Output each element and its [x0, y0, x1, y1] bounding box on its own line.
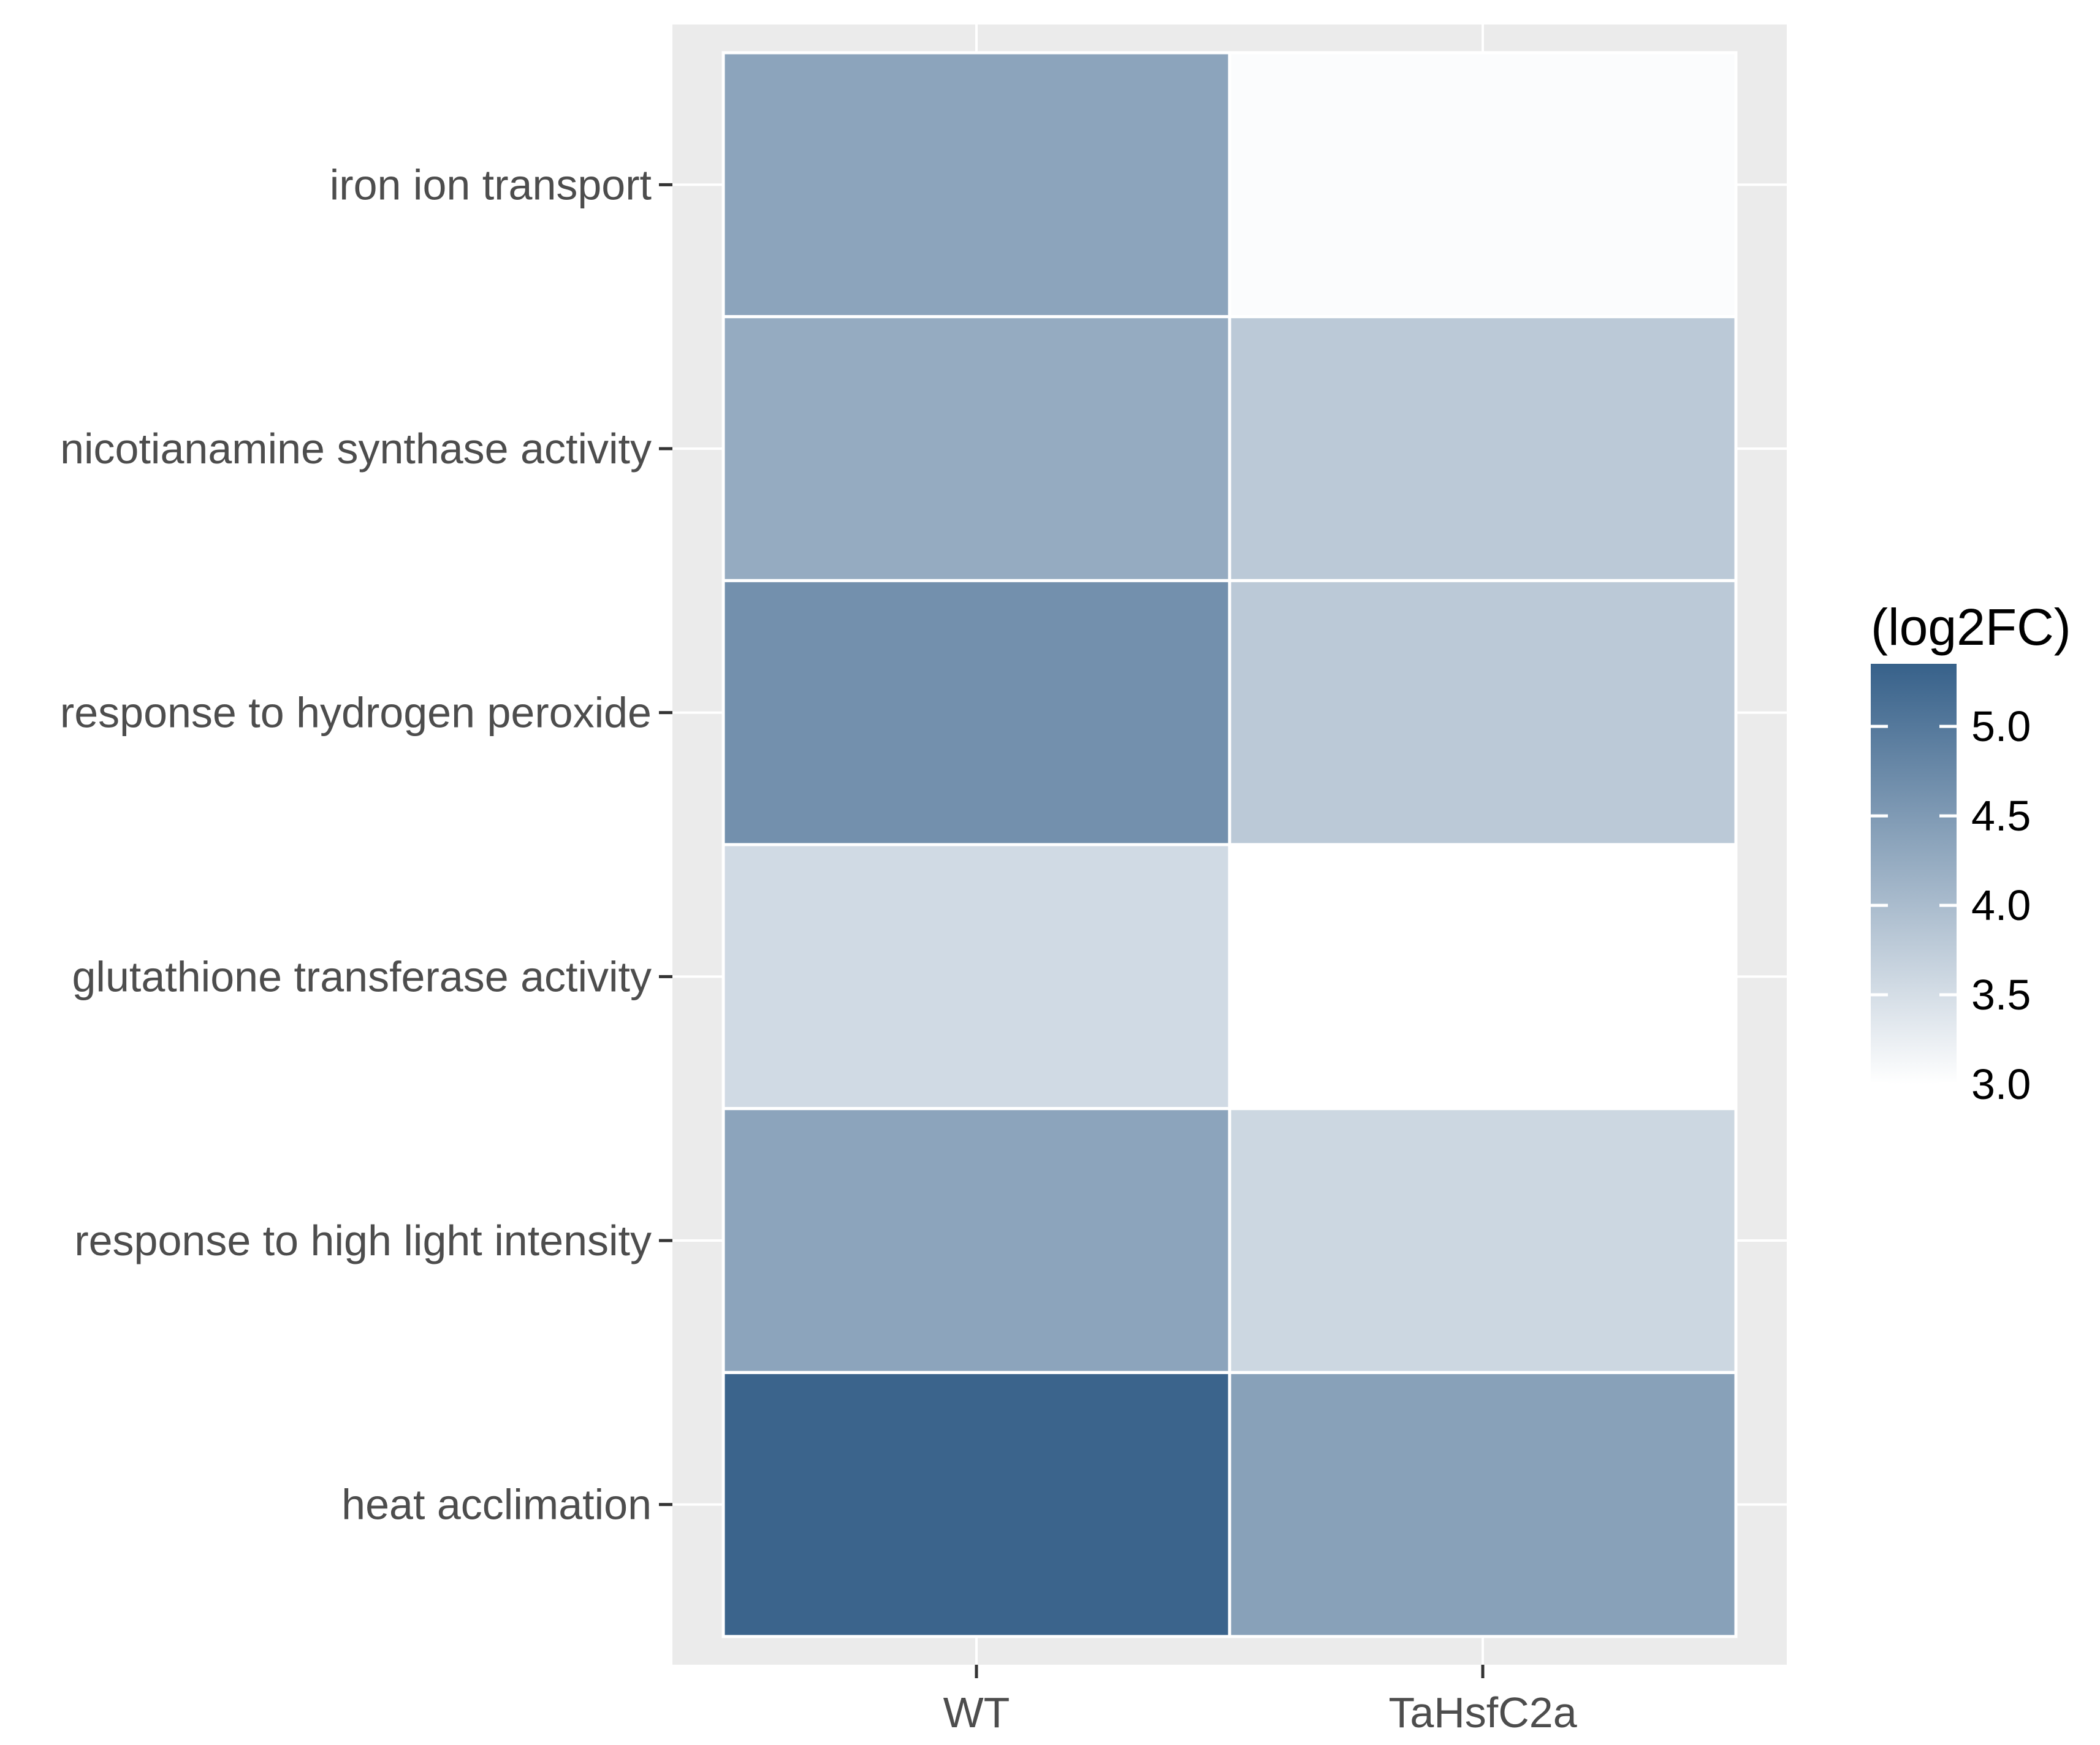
colorbar-legend: (log2FC) 5.0 4.5 4.0 3.5 3.0 — [1871, 598, 2071, 1108]
colorbar-ticks: 5.0 4.5 4.0 3.5 3.0 — [1871, 702, 2031, 1108]
heatmap-tile — [1228, 51, 1738, 319]
colorbar-tick-label: 4.0 — [1971, 881, 2031, 929]
heatmap-tile — [1228, 1107, 1738, 1374]
y-tick-label: heat acclimation — [341, 1481, 652, 1529]
colorbar-tick-label: 3.5 — [1971, 971, 2031, 1019]
y-tick-label: nicotianamine synthase activity — [60, 425, 652, 473]
y-tick-label: response to high light intensity — [74, 1217, 652, 1264]
heatmap-tile — [1228, 843, 1738, 1111]
x-tick-label: TaHsfC2a — [1388, 1689, 1577, 1736]
y-tick-label: response to hydrogen peroxide — [60, 689, 652, 737]
y-axis: iron ion transport nicotianamine synthase… — [60, 161, 672, 1529]
heatmap-tile — [721, 1107, 1231, 1374]
heatmap-tile — [721, 843, 1231, 1111]
x-tick-label: WT — [943, 1689, 1010, 1736]
colorbar — [1871, 664, 1957, 1084]
y-tick-label: glutathione transferase activity — [72, 952, 652, 1000]
y-tick-label: iron ion transport — [330, 161, 652, 208]
heatmap-tile — [1228, 1371, 1738, 1638]
colorbar-tick-label: 5.0 — [1971, 702, 2031, 750]
heatmap-tile — [1228, 579, 1738, 846]
heatmap-tile — [721, 51, 1231, 319]
colorbar-tick-label: 3.0 — [1971, 1060, 2031, 1108]
heatmap-tile — [721, 315, 1231, 582]
x-axis: WT TaHsfC2a — [943, 1665, 1577, 1736]
legend-title: (log2FC) — [1871, 598, 2071, 656]
heatmap-tile — [721, 1371, 1231, 1638]
heatmap-tiles — [721, 51, 1738, 1638]
heatmap-tile — [721, 579, 1231, 846]
heatmap-tile — [1228, 315, 1738, 582]
colorbar-tick-label: 4.5 — [1971, 792, 2031, 840]
